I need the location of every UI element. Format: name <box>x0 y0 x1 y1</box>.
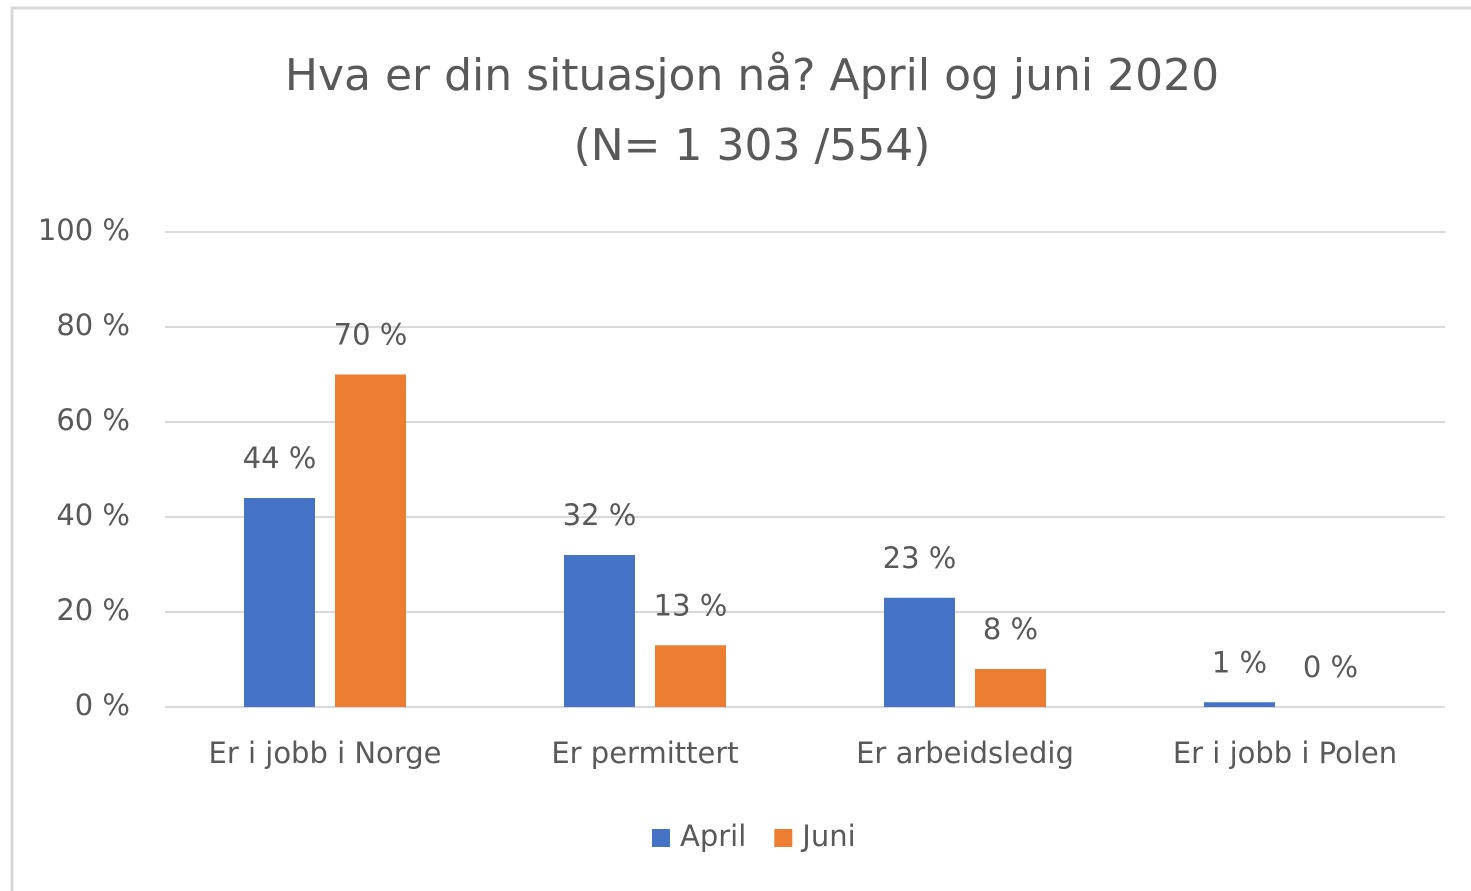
chart-subtitle: (N= 1 303 /554) <box>574 120 931 171</box>
data-label: 23 % <box>883 541 957 575</box>
chart-frame <box>10 6 1471 891</box>
y-tick-label: 0 % <box>75 688 130 722</box>
y-tick-label: 40 % <box>56 498 130 532</box>
chart-title: Hva er din situasjon nå? April og juni 2… <box>285 50 1219 101</box>
x-tick-label: Er i jobb i Polen <box>1173 736 1397 770</box>
legend-swatch <box>652 829 670 847</box>
data-label: 70 % <box>334 318 408 352</box>
data-label: 1 % <box>1212 645 1267 679</box>
data-label: 44 % <box>243 441 317 475</box>
y-tick-label: 60 % <box>56 403 130 437</box>
bar <box>975 669 1046 707</box>
bar <box>564 555 635 707</box>
data-label: 32 % <box>563 498 637 532</box>
bar <box>655 645 726 707</box>
x-tick-label: Er permittert <box>551 736 738 770</box>
y-tick-label: 80 % <box>56 308 130 342</box>
legend-label: Juni <box>800 819 855 853</box>
legend-swatch <box>774 829 793 847</box>
legend-label: April <box>680 819 746 853</box>
data-label: 8 % <box>983 612 1038 646</box>
bar <box>884 597 955 707</box>
bar <box>244 498 315 707</box>
data-label: 0 % <box>1303 650 1358 684</box>
bar <box>1204 702 1275 707</box>
x-tick-label: Er arbeidsledig <box>856 736 1074 770</box>
x-tick-label: Er i jobb i Norge <box>209 736 442 770</box>
data-label: 13 % <box>654 588 728 622</box>
bar <box>335 374 406 707</box>
y-tick-label: 20 % <box>56 593 130 627</box>
y-tick-label: 100 % <box>38 213 130 247</box>
